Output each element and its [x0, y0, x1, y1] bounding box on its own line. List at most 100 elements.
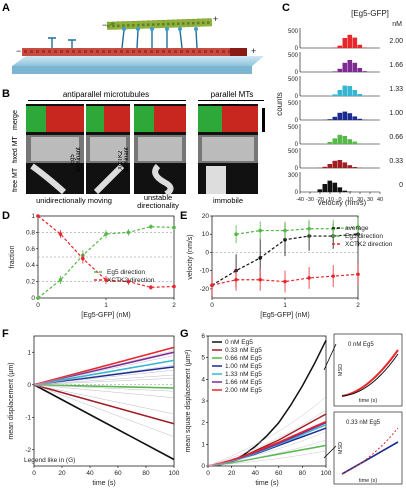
data-point	[258, 256, 262, 260]
x-axis-label: [Eg5-GFP] (nM)	[81, 312, 130, 319]
c-xtick-label: 10	[347, 197, 353, 203]
c-bar	[337, 68, 343, 72]
data-point	[258, 228, 262, 233]
xtick-label: 60	[275, 470, 283, 477]
c-ytick-label: 0	[295, 70, 299, 76]
c-concentration-label: 2.00	[389, 38, 403, 45]
c-bar	[342, 136, 348, 144]
legend-entry: 1.00 nM Eg5	[225, 363, 262, 370]
c-unit-label: [Eg5-GFP]	[351, 9, 389, 18]
xtick-label: 60	[114, 470, 122, 477]
individual-trace	[33, 355, 175, 385]
plus-end-mark: +	[213, 14, 218, 24]
b-col-label-eg5: Eg5 dominant	[70, 147, 82, 173]
c-bar	[327, 164, 333, 168]
individual-trace	[33, 384, 175, 415]
panel-c-label: C	[282, 2, 290, 14]
scale-bar-vertical	[262, 108, 265, 132]
data-point	[81, 256, 85, 261]
b-header-antiparallel: antiparallel microtubules	[62, 90, 150, 99]
ytick-label: 0	[201, 463, 205, 470]
c-bar	[352, 62, 358, 72]
g-inset-top-data	[341, 353, 399, 397]
legend-entry: average	[345, 225, 369, 232]
y-axis-label: mean displacement (µm)	[8, 362, 15, 439]
c-bar	[362, 71, 368, 72]
data-point	[126, 230, 131, 235]
c-bar	[357, 94, 363, 96]
ytick-label: 3	[201, 398, 205, 405]
ytick-label: 1	[31, 213, 35, 220]
c-xtick-label: -20	[316, 197, 324, 203]
c-bar	[332, 160, 338, 168]
c-bar	[337, 134, 343, 144]
c-concentration-label: 0.66	[389, 134, 403, 141]
c-concentration-label: 0.33	[389, 158, 403, 165]
ytick-label: 0.6	[26, 246, 35, 253]
ytick-label: 0.8	[26, 229, 35, 236]
data-point	[36, 214, 40, 218]
data-point	[104, 278, 108, 282]
panel-d-label: D	[2, 210, 10, 222]
ytick-label: -20	[200, 286, 210, 293]
g-inset-bottom-data	[341, 441, 399, 475]
ytick-label: 10	[202, 231, 210, 238]
y-axis-label: mean square displacement (µm²)	[185, 350, 192, 453]
c-ytick-label: 500	[288, 77, 299, 83]
g-inset-top-ylabel: MSD	[338, 364, 344, 376]
series-line	[207, 444, 327, 467]
c-bar	[352, 167, 358, 168]
motor-heads	[122, 27, 198, 31]
data-point	[234, 277, 238, 282]
c-bar	[347, 34, 353, 48]
c-bar	[322, 166, 328, 168]
xtick-label: 80	[299, 470, 307, 477]
g-inset-bottom-ylabel: MSD	[338, 442, 344, 454]
c-bar	[332, 138, 338, 144]
c-bar	[347, 139, 353, 144]
eg5-motor	[108, 22, 116, 26]
c-xtick-label: 20	[357, 197, 363, 203]
legend-entry: XCTK2 direction	[107, 277, 155, 284]
c-bar	[342, 38, 348, 48]
individual-trace	[33, 350, 175, 385]
data-point	[356, 225, 360, 229]
ytick-label: 0	[205, 249, 209, 256]
c-bar	[332, 94, 338, 96]
c-ytick-label: 0	[295, 190, 299, 196]
series-line	[207, 420, 327, 467]
x-axis-label: time (s)	[92, 480, 115, 487]
c-bar	[327, 119, 333, 120]
individual-trace	[33, 384, 175, 398]
series-line	[33, 383, 175, 389]
c-bar	[337, 45, 343, 48]
c-bar	[352, 116, 358, 120]
f-legend-note: Legend like in (G)	[24, 457, 75, 464]
c-xtick-label: 0	[338, 197, 341, 203]
c-concentration-label: 0	[399, 182, 403, 189]
c-bar	[357, 143, 363, 144]
ytick-label: 2	[201, 420, 205, 427]
plus-end-mark-fixed: +	[251, 46, 256, 56]
xtick-label: 20	[58, 470, 66, 477]
data-point	[307, 226, 311, 231]
ytick-label: 1	[27, 349, 31, 356]
c-bar	[347, 113, 353, 120]
xtick-label: 2	[172, 302, 176, 309]
ytick-label: 20	[202, 213, 210, 220]
plot-frame	[33, 335, 175, 467]
x-axis-label: [Eg5-GFP] (nM)	[260, 312, 309, 319]
motor-proteins	[48, 29, 198, 49]
series-line	[33, 383, 175, 425]
b-header-rule-right	[198, 100, 264, 101]
g-inset-bottom-label: 0.33 nM Eg5	[346, 420, 381, 426]
ytick-label: 0	[27, 382, 31, 389]
c-bar	[337, 160, 343, 168]
c-concentration-label: 1.33	[389, 86, 403, 93]
data-point	[126, 279, 131, 284]
g-inset-top	[333, 333, 403, 407]
c-bar	[322, 184, 328, 192]
fixed-mt-plus-end	[230, 48, 247, 56]
ytick-label: 0.4	[26, 262, 35, 269]
